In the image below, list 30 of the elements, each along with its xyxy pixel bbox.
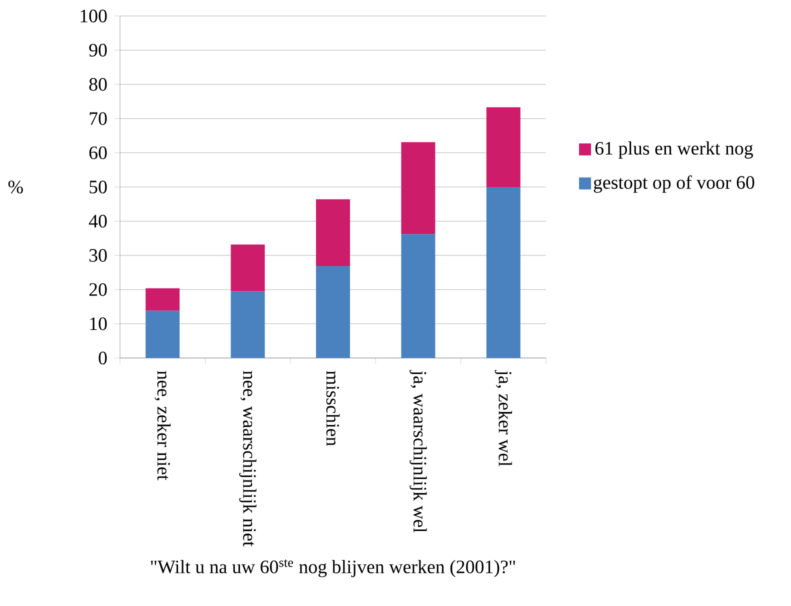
bar	[401, 142, 436, 234]
y-tick-label: 40	[88, 214, 107, 228]
bar	[316, 266, 350, 358]
bar	[146, 310, 180, 358]
y-tick-label: 70	[90, 112, 107, 125]
y-tick-label: 60	[89, 146, 107, 160]
bar	[146, 288, 180, 311]
y-tick-label: 10	[90, 317, 107, 330]
y-axis-title: %	[8, 180, 23, 194]
y-tick-label: 50	[90, 180, 107, 194]
y-tick-label: 90	[89, 44, 107, 57]
x-axis-title: "Wilt u na uw 60$^{ste}$ nog blijven werken (2001)?"	[151, 559, 515, 578]
bar	[230, 244, 265, 292]
y-tick-label: 20	[89, 283, 107, 296]
x-tick-label: ja, waarschijnlijk wel	[410, 370, 427, 533]
x-tick-label: nee, waarschijnlijk niet	[239, 370, 256, 546]
y-tick-label: 80	[89, 78, 107, 91]
bar	[486, 107, 520, 188]
x-tick-label: misschien	[326, 370, 340, 446]
legend-label: 61 plus en werkt nog	[595, 141, 753, 159]
x-tick-label: nee, zeker niet	[154, 370, 171, 480]
y-tick-label: 100	[80, 10, 107, 22]
y-tick-label: 0	[98, 352, 107, 364]
bar	[230, 291, 265, 358]
bar	[316, 199, 350, 266]
x-tick-label: ja, zeker wel	[494, 370, 512, 466]
y-tick-label: 30	[89, 249, 107, 262]
bar	[486, 187, 520, 358]
legend-label: gestopt op of voor 60	[594, 175, 754, 193]
bar	[401, 234, 436, 358]
